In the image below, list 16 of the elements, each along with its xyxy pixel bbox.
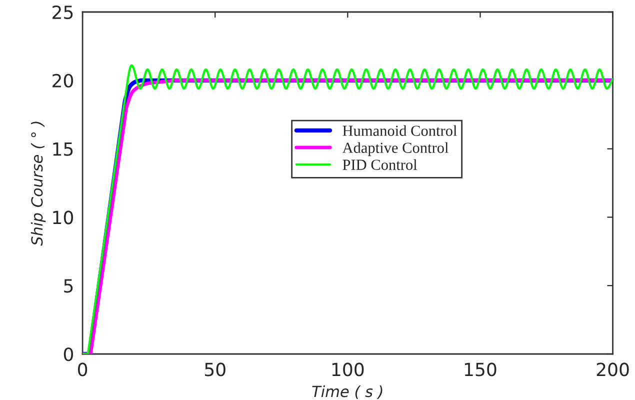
x-tick-label: 200 — [596, 362, 629, 376]
y-tick-label: 20 — [52, 74, 74, 88]
legend-label: Humanoid Control — [342, 125, 457, 136]
x-tick-label: 150 — [464, 362, 496, 376]
y-axis-title: Ship Course ( ° ) — [30, 122, 46, 246]
y-tick-label: 25 — [52, 5, 73, 20]
y-tick-label: 10 — [53, 210, 74, 224]
y-tick-label: 5 — [64, 279, 73, 293]
y-tick-label: 0 — [64, 347, 74, 362]
y-tick-label: 15 — [53, 142, 73, 156]
x-tick-label: 50 — [205, 362, 226, 376]
x-axis-title: Time ( s ) — [312, 385, 382, 399]
x-tick-label: 100 — [332, 362, 364, 376]
legend-label: PID Control — [342, 159, 418, 170]
x-tick-label: 0 — [78, 362, 88, 376]
legend-label: Adaptive Control — [342, 142, 448, 156]
